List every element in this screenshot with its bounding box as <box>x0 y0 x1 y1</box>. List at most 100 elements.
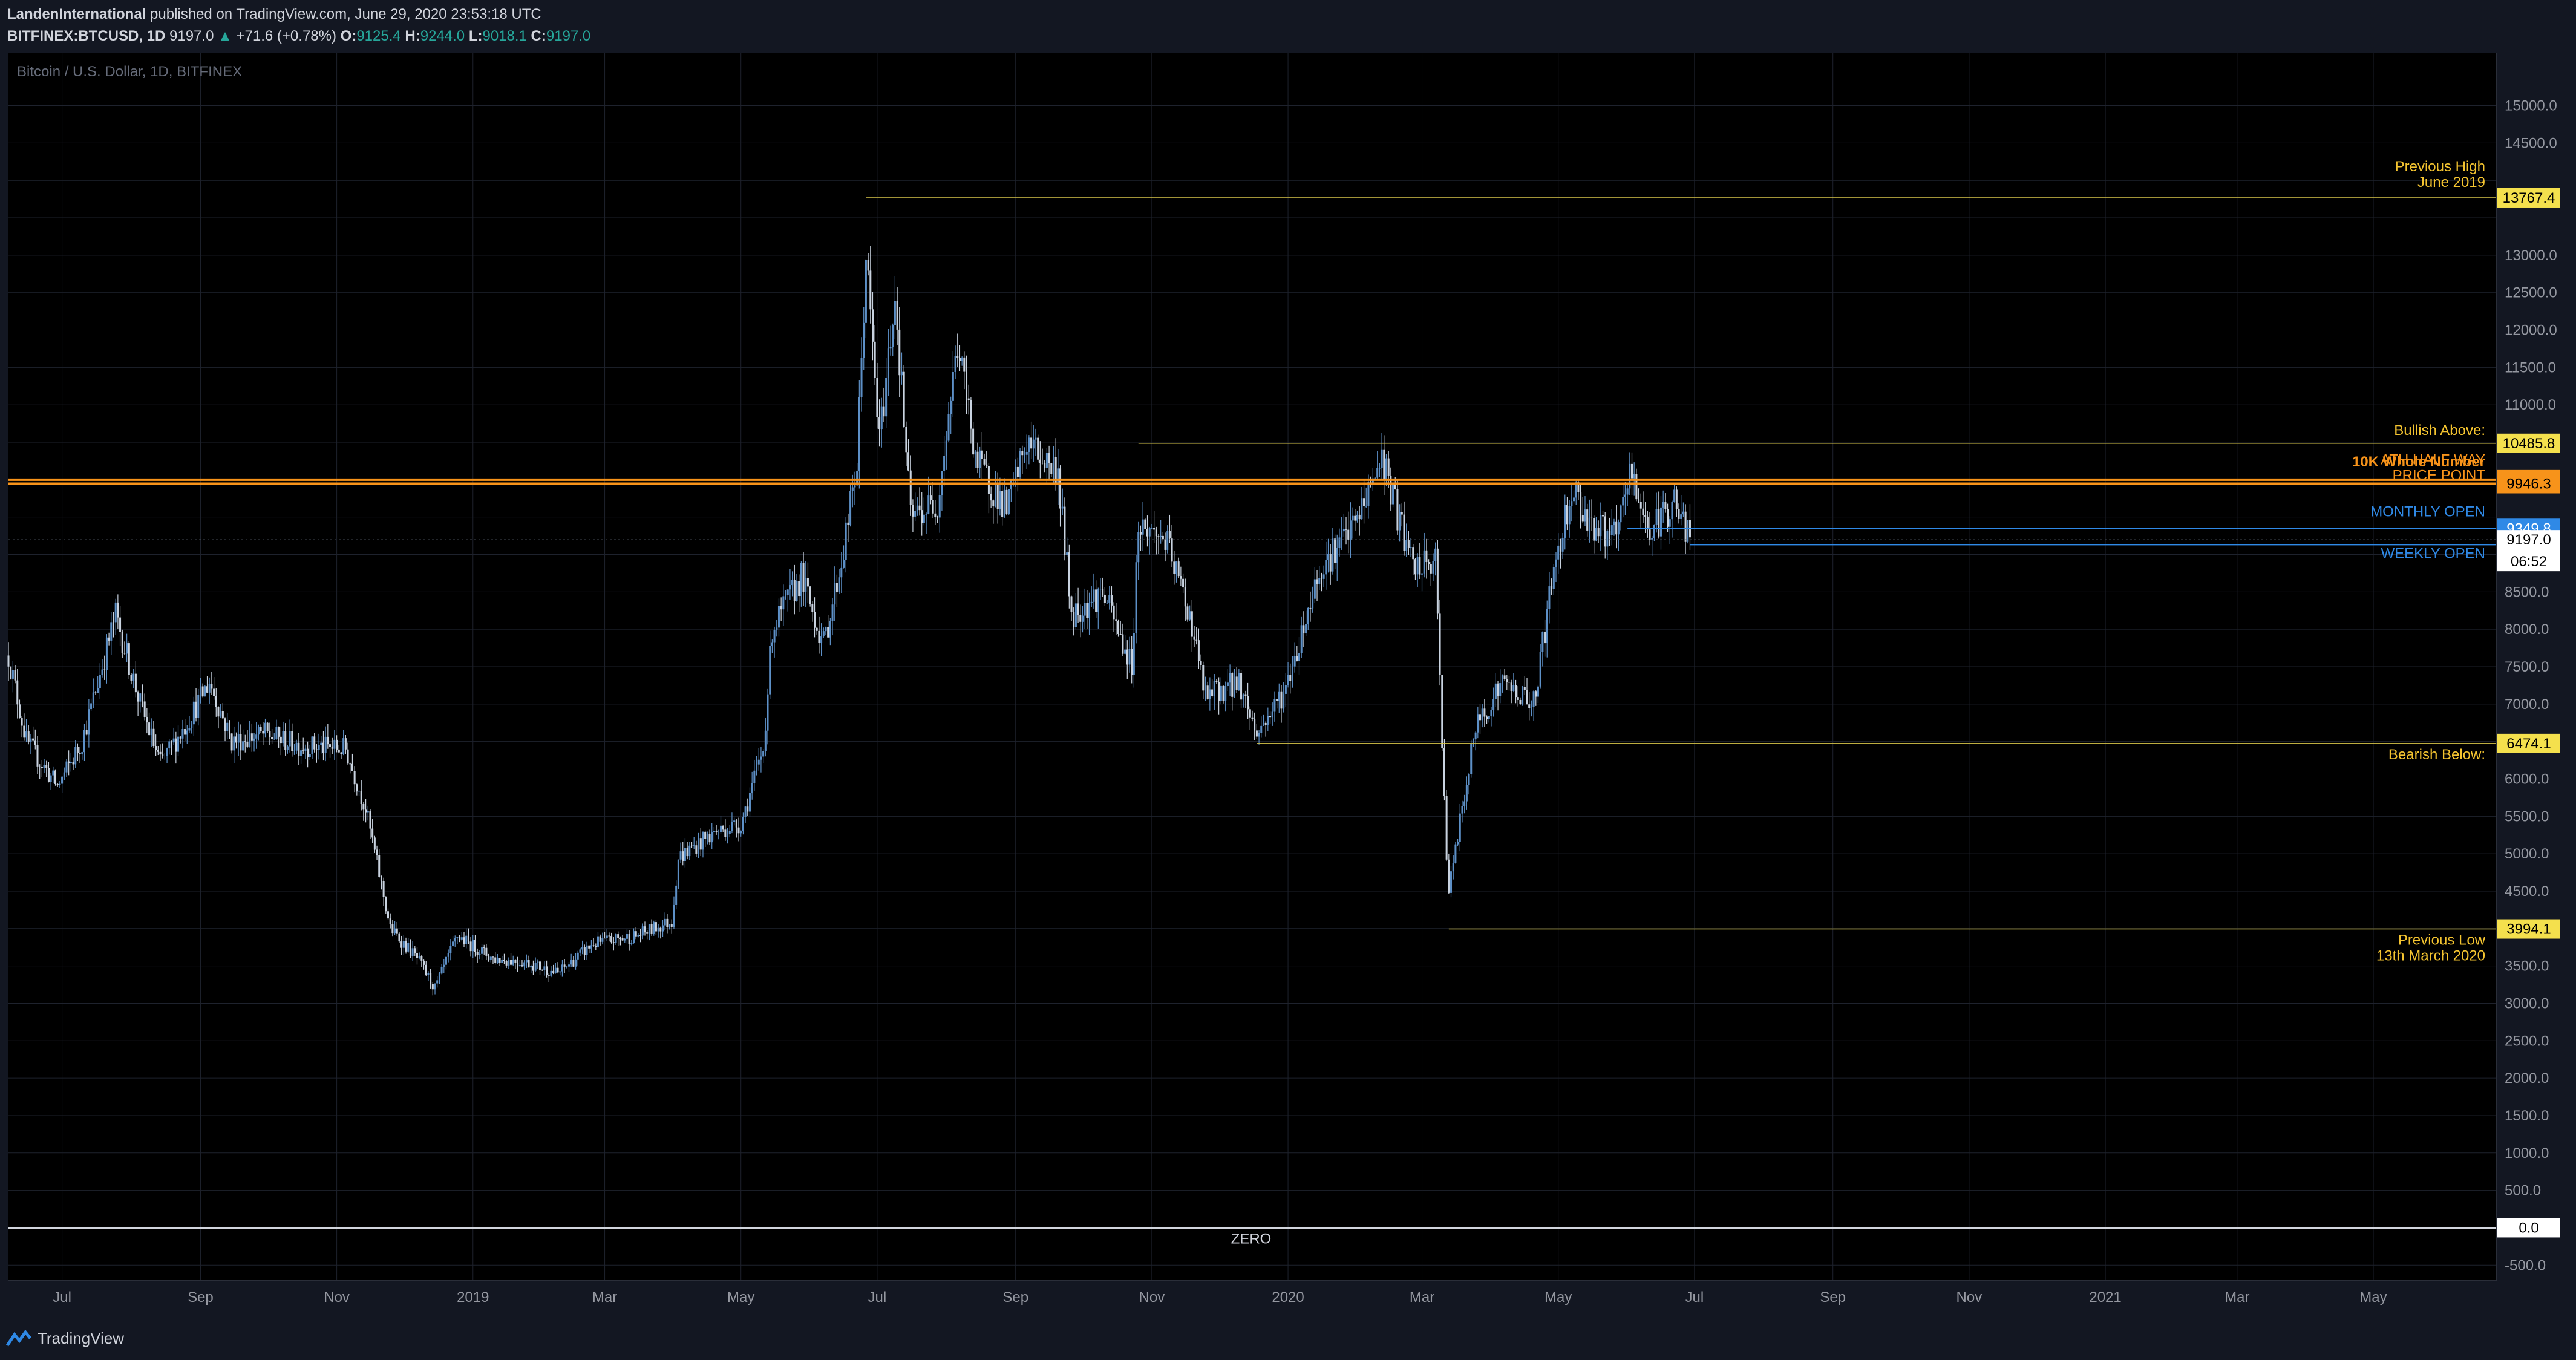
candle-body <box>155 746 157 750</box>
candle-body <box>843 560 845 568</box>
candle-body <box>1144 519 1146 529</box>
x-axis-divider <box>8 1280 2497 1281</box>
candle-body <box>954 356 956 373</box>
x-tick-label: May <box>2359 1289 2387 1306</box>
candle-body <box>1613 521 1615 526</box>
candle-body <box>655 922 657 932</box>
open-label: O: <box>340 28 357 44</box>
candle-body <box>996 484 999 509</box>
publisher-name[interactable]: LandenInternational <box>7 6 146 22</box>
price-badge-label: 13767.4 <box>2503 190 2555 206</box>
candle-body <box>1356 514 1358 521</box>
candle-body <box>1166 531 1169 550</box>
candle-body <box>157 750 159 752</box>
candle-body <box>1019 451 1021 477</box>
candle-body <box>943 456 946 471</box>
candle-body <box>407 943 410 952</box>
candle-body <box>1367 482 1370 506</box>
symbol-label[interactable]: BITFINEX:BTCUSD, 1D <box>7 28 166 44</box>
candle-body <box>430 973 432 984</box>
candle-body <box>662 925 664 932</box>
candle-body <box>148 722 151 736</box>
candle-body <box>353 771 356 785</box>
candle-body <box>237 734 240 743</box>
candle-body <box>1401 512 1403 515</box>
candle-body <box>554 967 557 974</box>
candle-body <box>747 806 749 812</box>
price-badge-label: 0.0 <box>2519 1220 2538 1236</box>
published-text: published on TradingView.com, June 29, 2… <box>150 6 541 22</box>
y-tick-label: 7500.0 <box>2505 659 2549 675</box>
candle-body <box>1124 649 1126 654</box>
candle-body <box>32 738 34 741</box>
y-tick-label: 15000.0 <box>2505 98 2557 114</box>
y-axis[interactable]: -500.0 500.0 1000.0 1500.0 2000.0 2500.0 3000.… <box>2505 98 2557 1274</box>
candle-body <box>1642 508 1644 515</box>
candle-body <box>575 959 577 967</box>
candle-body <box>327 736 329 745</box>
tradingview-brand[interactable]: TradingView <box>6 1325 124 1352</box>
candle-body <box>615 934 617 943</box>
candle-body <box>228 722 230 734</box>
candle-body <box>1499 683 1502 696</box>
candle-body <box>1044 463 1046 468</box>
candle-body <box>454 938 456 942</box>
candle-body <box>405 941 407 952</box>
candle-body <box>365 809 367 813</box>
price-badge <box>2497 433 2560 453</box>
change-text: +71.6 (+0.78%) <box>236 28 336 44</box>
candle-body <box>927 495 930 514</box>
candle-body <box>963 357 966 372</box>
candle-body <box>923 514 925 523</box>
candle-body <box>606 935 608 938</box>
last-price-label: 9197.0 <box>2506 532 2551 548</box>
candle-body <box>456 937 459 938</box>
candle-body <box>521 965 523 967</box>
candle-body <box>1195 639 1198 641</box>
candle-body <box>1318 578 1321 584</box>
candle-body <box>1667 509 1669 527</box>
candle-body <box>10 666 12 679</box>
candle-body <box>367 811 369 813</box>
candle-body <box>1059 468 1062 509</box>
candle-body <box>1555 559 1557 567</box>
candle-body <box>1334 538 1336 563</box>
level-label: Previous Low <box>2398 932 2486 949</box>
candle-body <box>952 372 954 401</box>
candle-body <box>1651 538 1653 540</box>
candle-body <box>230 733 233 751</box>
candle-body <box>253 738 255 741</box>
candle-body <box>76 747 79 753</box>
y-tick-label: 1000.0 <box>2505 1145 2549 1162</box>
candle-body <box>1682 511 1684 515</box>
candle-body <box>434 983 436 990</box>
close-value: 9197.0 <box>546 28 591 44</box>
candle-body <box>1271 711 1273 718</box>
candle-body <box>885 378 888 417</box>
candle-body <box>349 763 351 765</box>
candle-body <box>1559 545 1561 552</box>
candle-body <box>159 751 162 755</box>
x-axis[interactable]: Jul Sep Nov 2019 Mar May Jul Sep Nov 2020 Mar May Ju… <box>53 1289 2387 1306</box>
candle-body <box>271 737 273 739</box>
candle-body <box>99 675 101 688</box>
candle-body <box>1182 578 1185 588</box>
candle-body <box>1519 699 1522 704</box>
candle-body <box>1566 505 1568 525</box>
y-tick-label: 8500.0 <box>2505 584 2549 600</box>
candle-body <box>916 505 918 511</box>
candle-body <box>1206 685 1209 699</box>
candle-body <box>715 831 718 832</box>
price-badge <box>2497 474 2560 494</box>
candle-body <box>1148 528 1151 537</box>
high-label: H: <box>405 28 420 44</box>
candle-body <box>1597 528 1600 537</box>
candle-body <box>657 927 659 932</box>
candle-body <box>1363 498 1365 506</box>
candle-body <box>418 956 420 958</box>
candle-body <box>1688 520 1691 538</box>
candle-body <box>1454 844 1457 863</box>
candle-body <box>50 775 52 782</box>
candle-body <box>1445 796 1448 860</box>
